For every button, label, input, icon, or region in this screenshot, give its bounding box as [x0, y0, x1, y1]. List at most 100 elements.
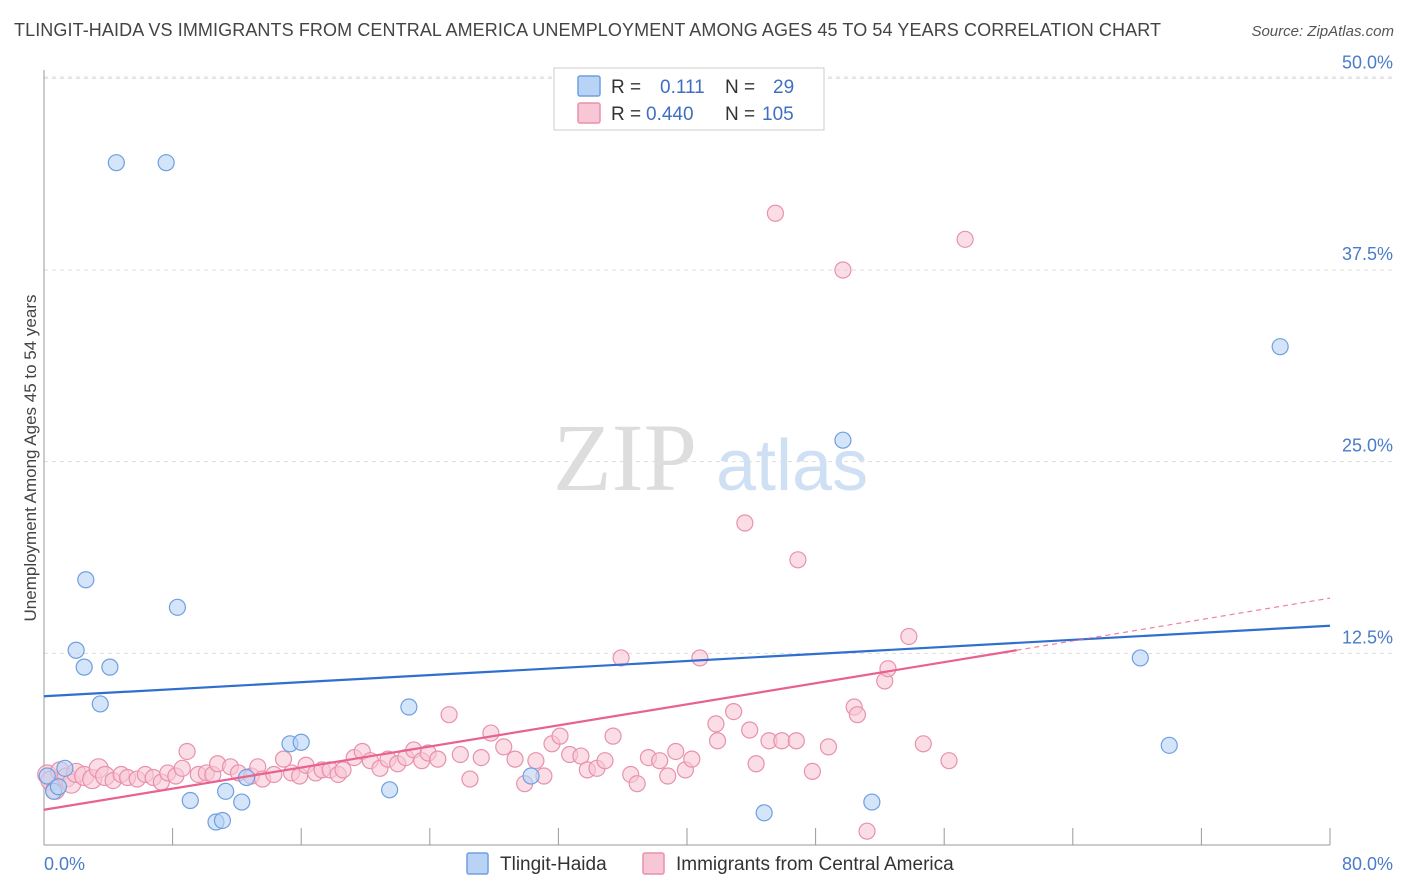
point-central-america-31 — [265, 765, 283, 784]
point-central-america-32 — [274, 750, 293, 768]
point-central-america-85 — [747, 755, 765, 773]
point-tlingit-haida-9 — [107, 154, 125, 172]
series-legend: Tlingit-Haida Immigrants from Central Am… — [466, 852, 954, 875]
stats-legend: R = 0.111 N = 29 R = 0.440 N = 105 — [553, 67, 825, 131]
point-central-america-78 — [683, 750, 701, 768]
point-tlingit-haida-3 — [56, 759, 74, 777]
point-central-america-79 — [691, 649, 709, 667]
legend-r-value-2: 0.440 — [646, 104, 694, 125]
point-central-america-91 — [803, 762, 821, 781]
point-central-america-82 — [725, 702, 743, 721]
trend-line-tlingit-haida — [43, 624, 1331, 698]
point-central-america-92 — [819, 738, 838, 756]
point-central-america-21 — [178, 742, 196, 761]
point-central-america-54 — [461, 770, 479, 788]
watermark-zip-text: ZIP — [553, 404, 697, 511]
point-central-america-87 — [766, 204, 785, 222]
legend-swatch-central-america — [577, 102, 601, 124]
gridlines — [44, 76, 1395, 654]
series-legend-swatch-central-america — [642, 852, 665, 875]
y-tick-label-2: 37.5% — [1342, 244, 1393, 264]
point-central-america-84 — [741, 721, 759, 739]
point-tlingit-haida-20 — [381, 781, 399, 799]
point-central-america-95 — [848, 706, 866, 724]
point-tlingit-haida-23 — [755, 804, 773, 822]
series-legend-label-tlingit-haida: Tlingit-Haida — [500, 854, 607, 875]
point-central-america-98 — [879, 660, 897, 678]
point-tlingit-haida-4 — [67, 641, 85, 659]
legend-r-label-1: R = — [611, 77, 641, 98]
x-tick-label-min: 0.0% — [44, 854, 85, 874]
y-tick-labels: 12.5% 25.0% 37.5% 50.0% — [1342, 52, 1393, 647]
point-tlingit-haida-6 — [77, 571, 95, 589]
point-central-america-83 — [736, 514, 754, 532]
point-tlingit-haida-15 — [217, 782, 235, 800]
trend-line-central-america — [43, 649, 1017, 811]
point-tlingit-haida-19 — [292, 733, 310, 751]
data-points — [37, 154, 1289, 840]
point-central-america-101 — [940, 752, 958, 770]
point-central-america-65 — [572, 747, 590, 765]
point-tlingit-haida-11 — [168, 598, 187, 616]
point-central-america-93 — [834, 261, 852, 279]
point-central-america-63 — [551, 727, 569, 745]
point-tlingit-haida-27 — [1160, 736, 1178, 754]
point-central-america-102 — [956, 230, 974, 248]
legend-r-label-2: R = — [611, 104, 641, 125]
point-central-america-75 — [659, 767, 677, 785]
point-tlingit-haida-2 — [49, 778, 68, 796]
point-central-america-88 — [773, 732, 791, 750]
point-tlingit-haida-0 — [38, 767, 56, 785]
legend-n-value-1: 29 — [773, 77, 794, 98]
point-central-america-20 — [173, 759, 191, 777]
point-tlingit-haida-12 — [181, 791, 199, 810]
x-tick-labels: 0.0% 80.0% — [44, 854, 1393, 874]
point-central-america-100 — [914, 735, 932, 753]
source-credit: Source: ZipAtlas.com — [1251, 23, 1394, 40]
point-tlingit-haida-8 — [101, 658, 119, 676]
legend-n-value-2: 105 — [762, 104, 794, 125]
point-tlingit-haida-16 — [233, 793, 251, 811]
point-tlingit-haida-21 — [400, 698, 418, 716]
point-central-america-96 — [858, 822, 876, 840]
y-tick-label-0: 12.5% — [1342, 627, 1393, 647]
y-tick-label-3: 50.0% — [1342, 52, 1393, 72]
point-central-america-68 — [596, 752, 614, 770]
point-central-america-72 — [628, 775, 646, 793]
point-tlingit-haida-26 — [1131, 649, 1149, 667]
point-tlingit-haida-24 — [834, 431, 852, 449]
trend-extension-central-america — [1016, 597, 1331, 651]
point-central-america-74 — [651, 752, 669, 770]
point-central-america-51 — [429, 750, 447, 768]
point-central-america-99 — [900, 627, 918, 646]
point-tlingit-haida-5 — [75, 658, 93, 676]
point-tlingit-haida-10 — [157, 154, 175, 172]
series-legend-label-central-america: Immigrants from Central America — [676, 854, 954, 875]
x-tick-label-max: 80.0% — [1342, 854, 1393, 874]
axes — [43, 70, 1331, 846]
series-legend-swatch-tlingit-haida — [466, 852, 489, 875]
point-tlingit-haida-7 — [91, 695, 109, 713]
point-tlingit-haida-25 — [863, 793, 881, 811]
watermark: ZIP atlas — [553, 404, 868, 511]
y-axis-label: Unemployment Among Ages 45 to 54 years — [21, 295, 40, 622]
legend-r-value-1: 0.111 — [660, 77, 705, 98]
point-central-america-55 — [472, 748, 490, 767]
legend-n-label-2: N = — [725, 104, 755, 125]
legend-n-label-1: N = — [725, 77, 755, 98]
point-central-america-58 — [506, 750, 524, 768]
point-central-america-80 — [707, 715, 725, 733]
point-tlingit-haida-22 — [522, 767, 540, 785]
point-central-america-76 — [667, 742, 685, 761]
point-central-america-53 — [451, 745, 469, 764]
point-tlingit-haida-28 — [1271, 338, 1289, 356]
chart-title: TLINGIT-HAIDA VS IMMIGRANTS FROM CENTRAL… — [14, 20, 1162, 40]
legend-swatch-tlingit-haida — [577, 75, 601, 97]
point-central-america-89 — [787, 732, 805, 750]
trend-lines — [43, 597, 1331, 811]
y-tick-label-1: 25.0% — [1342, 436, 1393, 456]
point-central-america-70 — [612, 649, 630, 667]
point-central-america-40 — [334, 761, 352, 779]
point-central-america-52 — [440, 706, 458, 724]
